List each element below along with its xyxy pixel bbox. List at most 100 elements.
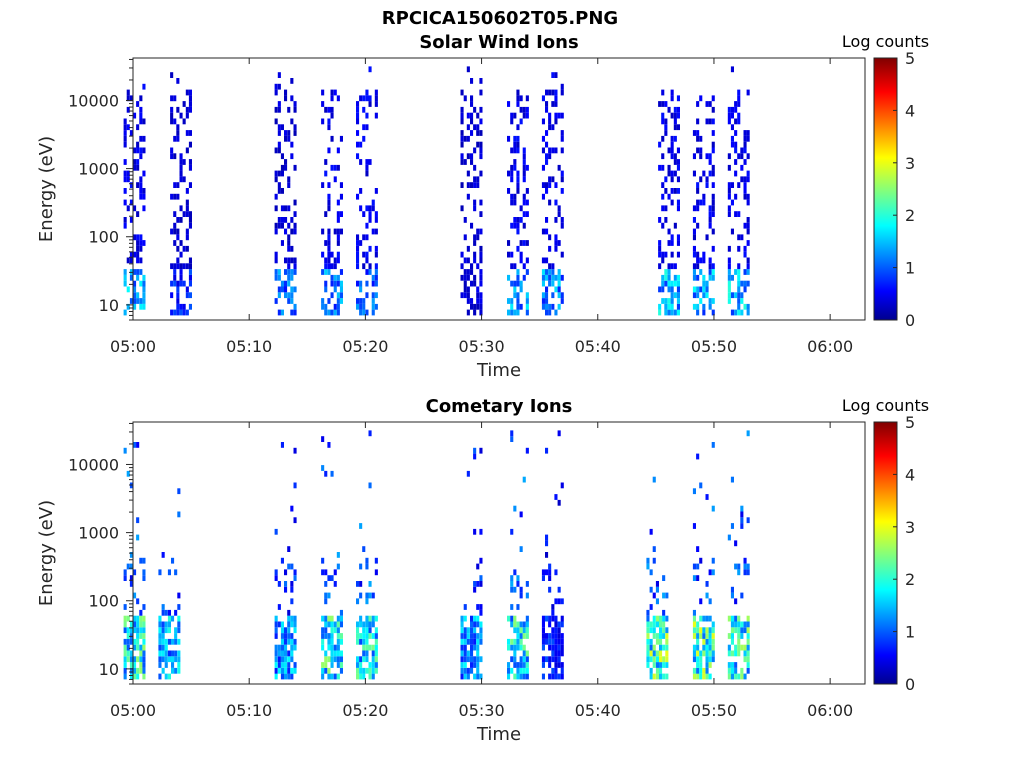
spectrogram-cell bbox=[696, 274, 700, 281]
spectrogram-cell bbox=[179, 170, 183, 177]
spectrogram-cell bbox=[560, 222, 564, 229]
spectrogram-cell bbox=[123, 118, 127, 125]
spectrogram-cell bbox=[473, 182, 477, 188]
spectrogram-cell bbox=[470, 153, 474, 160]
spectrogram-cell bbox=[746, 638, 750, 645]
spectrogram-cell bbox=[274, 667, 278, 674]
spectrogram-cell bbox=[507, 240, 511, 246]
spectrogram-cell bbox=[665, 638, 669, 645]
spectrogram-cell bbox=[188, 292, 192, 299]
spectrogram-cell bbox=[545, 228, 549, 235]
spectrogram-cell bbox=[522, 621, 526, 628]
spectrogram-cell bbox=[649, 586, 653, 593]
spectrogram-cell bbox=[327, 592, 331, 599]
spectrogram-cell bbox=[126, 286, 130, 293]
spectrogram-cell bbox=[362, 656, 366, 663]
spectrogram-cell bbox=[463, 280, 467, 287]
spectrogram-cell bbox=[280, 662, 284, 668]
spectrogram-cell bbox=[696, 546, 700, 552]
spectrogram-cell bbox=[336, 228, 340, 235]
spectrogram-cell bbox=[161, 621, 165, 628]
spectrogram-cell bbox=[525, 673, 529, 680]
spectrogram-cell bbox=[133, 234, 137, 241]
spectrogram-cell bbox=[699, 633, 703, 639]
spectrogram-cell bbox=[365, 621, 369, 628]
spectrogram-cell bbox=[374, 667, 378, 674]
spectrogram-cell bbox=[123, 199, 127, 206]
spectrogram-cell bbox=[176, 130, 180, 136]
spectrogram-cell bbox=[327, 633, 331, 639]
spectrogram-cell bbox=[727, 211, 731, 217]
spectrogram-cell bbox=[522, 274, 526, 281]
spectrogram-cell bbox=[287, 627, 291, 634]
spectrogram-cell bbox=[727, 188, 731, 194]
spectrogram-cell bbox=[321, 436, 325, 442]
colorbar-gradient bbox=[873, 57, 898, 321]
spectrogram-cell bbox=[336, 251, 340, 258]
spectrogram-cell bbox=[554, 644, 558, 651]
spectrogram-cell bbox=[473, 615, 477, 622]
spectrogram-cell bbox=[290, 673, 294, 680]
spectrogram-cell bbox=[516, 644, 520, 651]
spectrogram-cell bbox=[734, 598, 738, 605]
spectrogram-cell bbox=[673, 118, 677, 125]
spectrogram-cell bbox=[560, 135, 564, 142]
spectrogram-cell bbox=[560, 251, 564, 258]
spectrogram-cell bbox=[513, 650, 517, 657]
spectrogram-cell bbox=[746, 662, 750, 668]
spectrogram-cell bbox=[126, 656, 130, 663]
spectrogram-cell bbox=[652, 644, 656, 651]
spectrogram-cell bbox=[519, 592, 523, 599]
spectrogram-cell bbox=[696, 621, 700, 628]
spectrogram-cell bbox=[696, 633, 700, 639]
spectrogram-cell bbox=[365, 563, 369, 570]
spectrogram-cell bbox=[133, 280, 137, 287]
spectrogram-cell bbox=[460, 673, 464, 680]
spectrogram-cell bbox=[737, 627, 741, 634]
spectrogram-cell bbox=[554, 95, 558, 102]
spectrogram-cell bbox=[339, 615, 343, 622]
spectrogram-cell bbox=[692, 303, 696, 310]
spectrogram-cell bbox=[551, 274, 555, 281]
spectrogram-cell bbox=[324, 656, 328, 663]
spectrogram-cell bbox=[652, 673, 656, 680]
spectrogram-cell bbox=[123, 176, 127, 183]
spectrogram-cell bbox=[336, 662, 340, 668]
spectrogram-cell bbox=[158, 662, 162, 668]
spectrogram-cell bbox=[336, 552, 340, 558]
spectrogram-cell bbox=[321, 569, 325, 576]
spectrogram-cell bbox=[664, 101, 668, 107]
spectrogram-cell bbox=[727, 644, 731, 651]
spectrogram-cell bbox=[277, 147, 281, 154]
spectrogram-cell bbox=[284, 130, 288, 136]
spectrogram-cell bbox=[336, 211, 340, 217]
spectrogram-cell bbox=[730, 638, 734, 645]
spectrogram-cell bbox=[136, 656, 140, 663]
spectrogram-cell bbox=[470, 633, 474, 639]
spectrogram-cell bbox=[507, 101, 511, 107]
spectrogram-cell bbox=[188, 269, 192, 275]
spectrogram-cell bbox=[557, 586, 561, 593]
spectrogram-cell bbox=[327, 575, 331, 581]
spectrogram-cell bbox=[339, 609, 343, 616]
spectrogram-cell bbox=[708, 153, 712, 160]
spectrogram-cell bbox=[649, 638, 653, 645]
spectrogram-cell bbox=[284, 667, 288, 674]
spectrogram-cell bbox=[287, 222, 291, 229]
spectrogram-cell bbox=[336, 656, 340, 663]
spectrogram-cell bbox=[133, 569, 137, 576]
spectrogram-cell bbox=[479, 257, 483, 264]
spectrogram-cell bbox=[463, 667, 467, 674]
spectrogram-cell bbox=[730, 199, 734, 206]
spectrogram-cell bbox=[743, 245, 747, 252]
spectrogram-cell bbox=[519, 633, 523, 639]
spectrogram-cell bbox=[327, 147, 331, 154]
spectrogram-cell bbox=[176, 217, 180, 223]
spectrogram-cell bbox=[705, 286, 709, 293]
spectrogram-cell bbox=[327, 298, 331, 304]
spectrogram-cell bbox=[158, 621, 162, 628]
y-axis-label: Energy (eV) bbox=[36, 136, 57, 242]
spectrogram-cell bbox=[470, 78, 474, 84]
spectrogram-cell bbox=[470, 298, 474, 304]
spectrogram-cell bbox=[170, 95, 174, 102]
